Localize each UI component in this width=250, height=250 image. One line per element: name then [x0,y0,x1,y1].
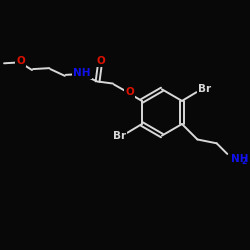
Text: NH: NH [231,154,249,164]
Text: O: O [16,56,25,66]
Text: Br: Br [198,84,211,94]
Text: 2: 2 [241,157,246,166]
Text: O: O [125,87,134,97]
Text: NH: NH [74,68,91,78]
Text: O: O [96,56,105,66]
Text: Br: Br [113,130,126,140]
